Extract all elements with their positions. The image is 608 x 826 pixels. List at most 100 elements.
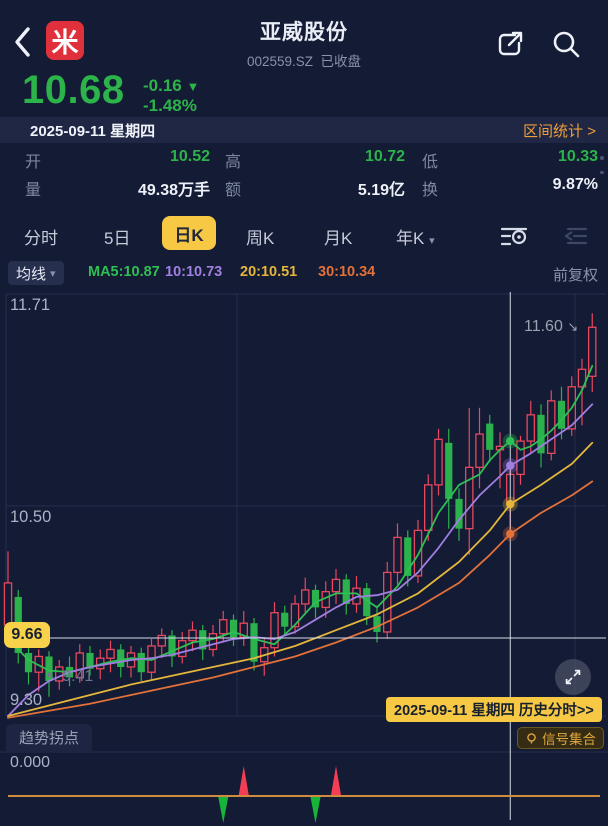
- candle-down: [86, 652, 94, 669]
- amt-value: 5.19亿: [357, 182, 405, 199]
- window-low-marker: ↖ 9.41: [46, 668, 94, 685]
- tab-weekly[interactable]: 周K: [246, 229, 275, 248]
- ohlc-row: 开 10.52 高 10.72 低 10.33: [0, 148, 608, 171]
- lightbulb-icon: [527, 732, 536, 743]
- candle-down: [342, 579, 350, 604]
- down-triangle-icon: ▼: [186, 79, 200, 94]
- date-bar: 2025-09-11 星期四 区间统计 >: [0, 117, 608, 143]
- candle-up: [331, 578, 341, 593]
- signal-up-triangle: [331, 766, 341, 795]
- candle-down: [137, 652, 145, 673]
- y-axis-top-label: 11.71: [10, 296, 51, 314]
- search-button[interactable]: [548, 26, 584, 62]
- change-percent: -1.48%: [143, 96, 197, 115]
- share-button[interactable]: [492, 26, 528, 62]
- logo-glyph: 米: [51, 28, 79, 58]
- candle-up: [526, 414, 536, 442]
- ma-line-ma10: [7, 403, 594, 717]
- tab-minute[interactable]: 分时: [24, 229, 58, 248]
- candle-up: [157, 634, 166, 647]
- vol-label: 量: [25, 182, 42, 199]
- indicator-settings-button[interactable]: [498, 224, 530, 253]
- candlestick-chart[interactable]: [0, 292, 608, 826]
- trade-date: 2025-09-11 星期四: [30, 122, 156, 140]
- ma30-legend: 30:10.34: [318, 264, 376, 280]
- amt-label: 额: [225, 182, 242, 199]
- stock-code: 002559.SZ: [246, 54, 314, 69]
- open-value: 10.52: [169, 148, 210, 165]
- indicator-zero-label: 0.000: [10, 754, 51, 771]
- tab-yearly[interactable]: 年K ▾: [396, 229, 435, 248]
- candle-up: [106, 648, 115, 659]
- candle-down: [199, 630, 207, 650]
- candle-up: [588, 326, 597, 377]
- high-value: 10.72: [364, 148, 405, 165]
- collapse-panel-button[interactable]: [560, 224, 592, 253]
- open-label: 开: [25, 154, 42, 171]
- candle-up: [423, 484, 433, 532]
- signal-collection-badge[interactable]: 信号集合: [517, 727, 604, 749]
- last-price: 10.68: [22, 68, 125, 112]
- ma-line-ma5: [7, 364, 594, 674]
- candle-up: [75, 652, 85, 679]
- crosshair-ma-dot: [506, 499, 515, 509]
- candle-up: [270, 612, 279, 649]
- candle-down: [455, 498, 463, 529]
- search-icon: [553, 31, 580, 58]
- app-logo[interactable]: 米: [46, 21, 84, 60]
- indicator-settings-icon: [500, 227, 528, 246]
- fullscreen-button[interactable]: [555, 659, 591, 695]
- signal-down-triangle: [310, 797, 321, 823]
- range-stats-link[interactable]: 区间统计 >: [523, 122, 596, 140]
- back-button[interactable]: [12, 22, 44, 62]
- stock-name: 亚威股份: [260, 21, 348, 44]
- stock-code-status: 002559.SZ 已收盘: [0, 50, 608, 70]
- tab-daily-selected[interactable]: 日K: [162, 216, 216, 250]
- candle-up: [577, 368, 587, 388]
- crosshair-price-badge: 9.66: [4, 622, 50, 648]
- adjust-mode-label[interactable]: 前复权: [552, 267, 598, 284]
- candle-up: [55, 666, 64, 682]
- candle-down: [486, 423, 494, 450]
- change-value: -0.16: [143, 76, 182, 95]
- low-label: 低: [422, 154, 439, 171]
- candle-down: [24, 652, 33, 673]
- candle-up: [218, 619, 228, 635]
- candle-up: [208, 633, 218, 651]
- ma10-legend: 10:10.73: [165, 264, 223, 280]
- high-label: 高: [225, 154, 242, 171]
- share-icon: [498, 31, 523, 56]
- candle-up: [188, 629, 197, 642]
- candle-up: [382, 571, 392, 633]
- ma-line-ma20: [7, 441, 594, 717]
- expand-arrows-icon: [565, 669, 581, 685]
- chevron-down-icon: ▾: [429, 235, 435, 247]
- ma-selector-button[interactable]: 均线 ▾: [8, 261, 64, 285]
- crosshair-ma-dot: [506, 436, 515, 446]
- candle-down: [281, 612, 289, 627]
- candle-down: [168, 635, 176, 657]
- history-minute-badge[interactable]: 2025-09-11 星期四 历史分时>>: [386, 697, 602, 722]
- volume-row: 量 49.38万手 额 5.19亿 换 9.87%: [0, 176, 608, 199]
- candle-down: [311, 589, 320, 608]
- turn-label: 换: [422, 182, 439, 199]
- candle-up: [464, 466, 474, 530]
- candle-down: [45, 656, 53, 681]
- candle-down: [537, 414, 545, 454]
- turn-value: 9.87%: [552, 176, 598, 193]
- tab-5day[interactable]: 5日: [104, 229, 131, 248]
- candle-down: [229, 619, 238, 638]
- market-status: 已收盘: [320, 54, 362, 69]
- candle-down: [363, 588, 371, 617]
- candle-down: [373, 616, 381, 632]
- sub-indicator-tab[interactable]: 趋势拐点: [6, 724, 93, 751]
- pagination-dots: [600, 156, 604, 185]
- candle-down: [117, 649, 125, 667]
- candle-down: [404, 537, 412, 576]
- crosshair-ma-dot: [506, 461, 515, 470]
- ma20-legend: 20:10.51: [240, 264, 298, 280]
- y-axis-bottom-label: 9.30: [10, 691, 43, 709]
- candle-down: [557, 400, 566, 429]
- tab-monthly[interactable]: 月K: [324, 229, 353, 248]
